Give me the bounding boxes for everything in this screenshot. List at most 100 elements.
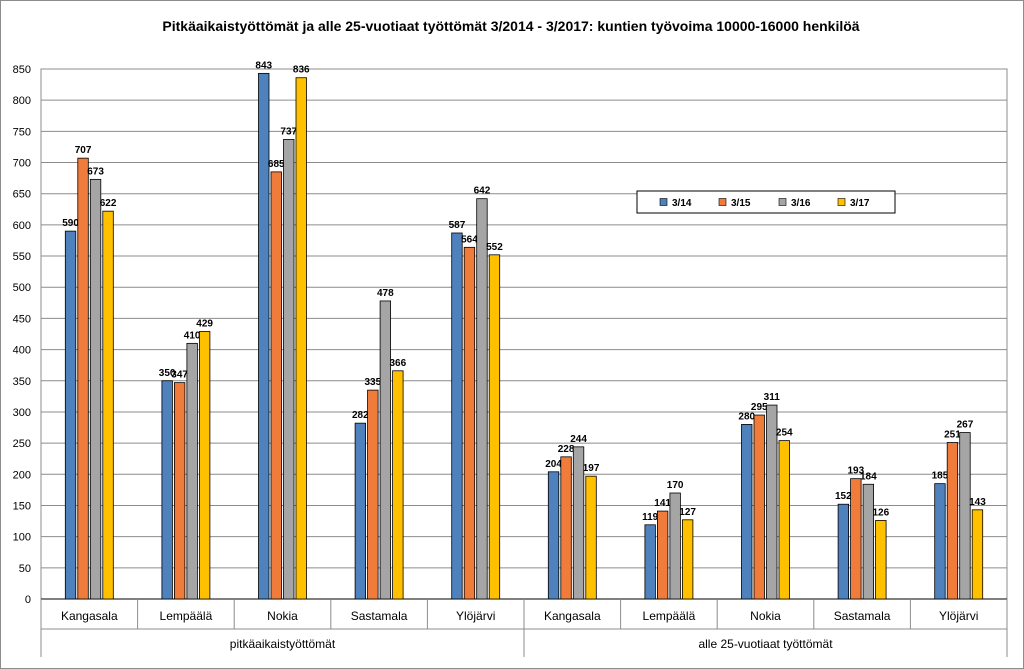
category-label: Sastamala xyxy=(351,609,408,623)
data-label: 143 xyxy=(969,497,986,508)
data-label: 707 xyxy=(75,145,92,156)
y-tick-label: 600 xyxy=(13,220,31,232)
y-tick-label: 0 xyxy=(25,594,31,606)
data-label: 311 xyxy=(764,392,781,403)
bar-3-15 xyxy=(173,382,186,600)
data-label: 254 xyxy=(776,428,793,439)
y-tick-label: 750 xyxy=(13,126,31,138)
bar-3-14 xyxy=(354,422,367,600)
data-label: 410 xyxy=(184,330,201,341)
data-label: 126 xyxy=(873,507,890,518)
category-label: Nokia xyxy=(267,609,298,623)
bar-3-14 xyxy=(934,483,946,600)
y-tick-label: 500 xyxy=(13,282,31,294)
data-label: 366 xyxy=(390,358,407,369)
data-label: 184 xyxy=(860,471,877,482)
y-tick-label: 350 xyxy=(13,376,31,388)
data-label: 193 xyxy=(848,466,865,477)
data-label: 673 xyxy=(87,166,104,177)
legend-swatch xyxy=(659,198,668,206)
bar-3-14 xyxy=(644,524,656,600)
bar-3-15 xyxy=(270,171,282,600)
data-label: 622 xyxy=(100,198,117,209)
bar-3-17 xyxy=(585,475,597,600)
bar-3-14 xyxy=(258,72,270,600)
bar-3-15 xyxy=(946,442,959,600)
bar-3-15 xyxy=(657,510,669,600)
data-label: 197 xyxy=(583,463,600,474)
bar-3-14 xyxy=(547,471,560,600)
category-label: Ylöjärvi xyxy=(939,609,978,623)
category-label: Nokia xyxy=(750,609,781,623)
bar-3-17 xyxy=(682,519,694,600)
data-label: 152 xyxy=(835,491,852,502)
data-label: 267 xyxy=(957,420,974,431)
chart-title: Pitkäaikaistyöttömät ja alle 25-vuotiaat… xyxy=(162,18,860,34)
y-tick-label: 300 xyxy=(13,407,31,419)
bar-3-16 xyxy=(669,492,681,600)
bar-3-16 xyxy=(862,483,874,600)
y-tick-label: 400 xyxy=(13,345,31,357)
legend-label: 3/16 xyxy=(791,198,811,209)
bar-3-14 xyxy=(741,424,753,600)
data-label: 141 xyxy=(654,498,671,509)
legend-box xyxy=(636,190,896,214)
data-label: 590 xyxy=(62,218,79,229)
data-label: 295 xyxy=(751,402,768,413)
y-tick-label: 700 xyxy=(13,158,31,170)
bar-3-14 xyxy=(161,380,173,600)
category-label: Ylöjärvi xyxy=(456,609,495,623)
bar-3-17 xyxy=(198,331,211,600)
category-label: Lempäälä xyxy=(643,609,696,623)
data-label: 280 xyxy=(738,411,755,422)
data-label: 244 xyxy=(570,434,587,445)
data-label: 170 xyxy=(667,480,684,491)
y-tick-label: 800 xyxy=(13,95,31,107)
category-label: Sastamala xyxy=(834,609,891,623)
bar-3-17 xyxy=(488,254,501,600)
legend-swatch xyxy=(837,198,846,206)
data-label: 552 xyxy=(486,242,503,253)
y-tick-label: 50 xyxy=(19,563,31,575)
bar-3-17 xyxy=(971,509,984,600)
bar-3-17 xyxy=(102,210,114,600)
data-label: 335 xyxy=(365,377,382,388)
y-tick-label: 100 xyxy=(13,532,31,544)
legend-swatch xyxy=(778,198,787,206)
data-label: 185 xyxy=(932,471,949,482)
group-label: alle 25-vuotiaat työttömät xyxy=(698,637,833,651)
legend-label: 3/14 xyxy=(672,198,692,209)
legend-swatch xyxy=(718,198,727,206)
legend-label: 3/17 xyxy=(850,198,870,209)
bar-3-15 xyxy=(753,414,765,600)
bar-3-15 xyxy=(850,478,862,600)
bar-3-16 xyxy=(476,198,488,600)
legend-label: 3/15 xyxy=(731,198,751,209)
data-label: 282 xyxy=(352,410,369,421)
y-tick-label: 450 xyxy=(13,313,31,325)
bar-3-16 xyxy=(766,404,778,600)
bar-3-16 xyxy=(89,178,102,600)
bar-3-15 xyxy=(463,246,476,600)
bar-3-15 xyxy=(560,456,572,600)
y-tick-label: 650 xyxy=(13,189,31,201)
data-label: 119 xyxy=(642,512,659,523)
bar-3-17 xyxy=(392,370,404,600)
y-tick-label: 250 xyxy=(13,438,31,450)
bar-3-16 xyxy=(186,342,198,600)
data-label: 478 xyxy=(377,288,394,299)
data-label: 347 xyxy=(171,370,188,381)
bar-3-14 xyxy=(64,230,77,600)
y-tick-label: 150 xyxy=(13,500,31,512)
y-tick-label: 550 xyxy=(13,251,31,263)
data-label: 737 xyxy=(280,126,297,137)
category-label: Lempäälä xyxy=(160,609,213,623)
data-label: 564 xyxy=(461,234,478,245)
data-label: 642 xyxy=(474,186,491,197)
data-label: 251 xyxy=(944,429,961,440)
data-label: 127 xyxy=(679,507,696,518)
bar-3-16 xyxy=(283,139,295,600)
group-label: pitkäaikaistyöttömät xyxy=(230,637,336,651)
category-label: Kangasala xyxy=(544,609,601,623)
